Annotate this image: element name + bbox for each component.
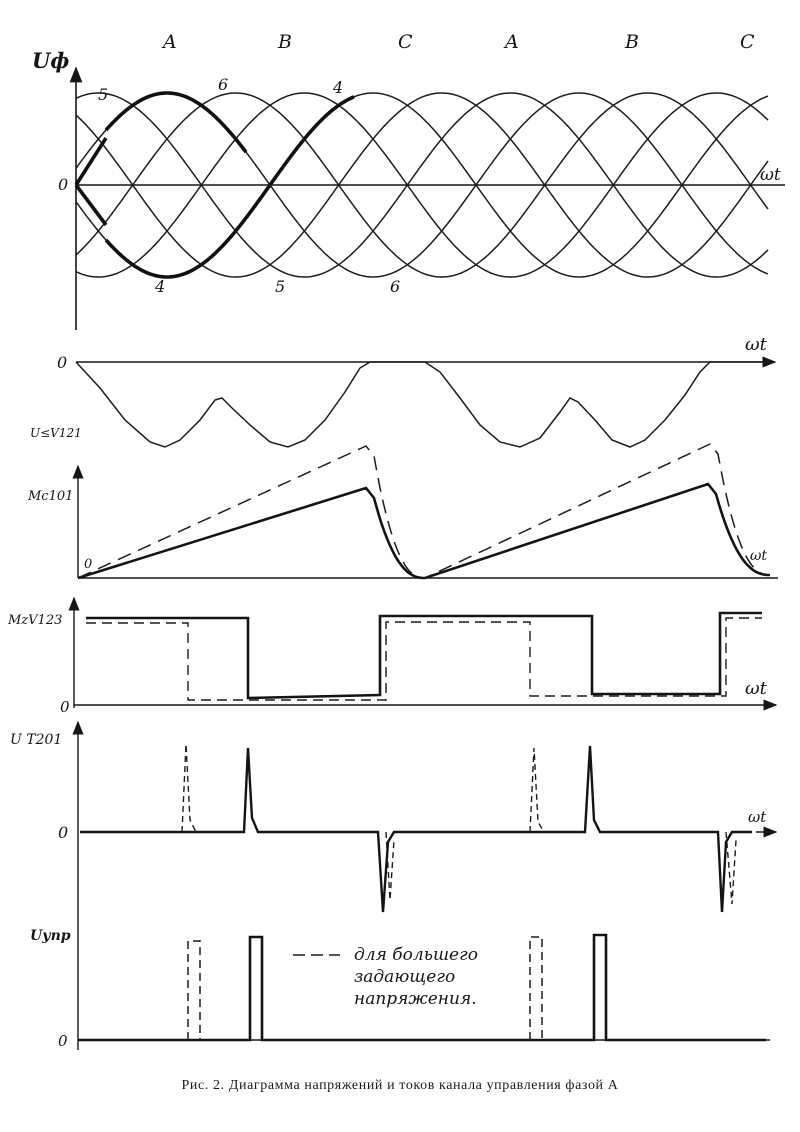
curve-number: 5 [275,277,285,296]
phase-panel-y-label: Uф [32,48,69,73]
square-wave-solid [86,611,762,700]
control-y-label: Uупр [30,928,71,944]
ramp-zero-label: 0 [84,557,92,572]
control-pulse-panel: для большего задающего напряжения. Uупр … [30,928,770,1050]
curve-number-labels: 5 6 4 4 5 6 [98,75,400,296]
rectified-zero-label: 0 [57,353,67,372]
spike-panel: U T201 0 ωt [10,720,778,1050]
ramp-y-label: Mc101 [27,489,73,504]
rectified-y-label: U≤V121 [30,426,82,440]
phase-panel-zero-label: 0 [58,175,68,194]
phase-curve-3 [75,92,769,278]
spike-signal-solid [80,745,752,913]
control-zero-label: 0 [58,1032,68,1050]
inverted-phase-curve-3 [75,92,769,278]
rectified-x-label: ωt [745,334,768,355]
curve-number: 5 [98,85,108,104]
ramp-x-label: ωt [750,548,767,564]
curve-number: 4 [332,78,343,97]
phase-label: C [740,31,755,53]
phase-panel-x-label: ωt [760,165,781,185]
square-x-label: ωt [745,678,768,699]
spike-x-label: ωt [748,808,767,826]
curve-number: 4 [154,277,165,296]
spike-zero-label: 0 [58,823,68,842]
phase-a-bold-top [104,91,248,154]
control-pulses-dashed [187,936,543,1040]
inverted-phase-curve-2 [75,92,769,278]
square-zero-label: 0 [60,698,70,716]
legend-line-3: напряжения. [354,989,477,1009]
square-y-label: MzV123 [7,613,62,628]
rectified-voltage-curve [75,361,770,448]
curve-number: 6 [218,75,228,94]
rectified-voltage-panel: 0 ωt U≤V121 [30,334,777,448]
spike-signal-dashed [181,743,737,905]
ramp-voltage-panel: Mc101 0 ωt [27,443,778,580]
square-wave-dashed [86,617,762,701]
phase-label: C [398,31,413,53]
phase-curve-2 [75,92,769,278]
square-wave-panel: MzV123 0 ωt [7,596,778,716]
control-pulses-solid [78,933,766,1042]
phase-a-bold-bottom [104,95,355,279]
figure-caption: Рис. 2. Диаграмма напряжений и токов кан… [181,1078,619,1093]
phase-label: B [277,31,292,53]
phase-label: B [624,31,639,53]
phase-a-bold-fall [74,183,108,227]
ramp-voltage-dashed [77,443,771,579]
phase-voltage-panel: Uф ωt 0 A B C A B C 5 6 4 4 5 6 [32,31,785,330]
phase-a-highlighted-curves [74,91,355,279]
spike-y-label: U T201 [10,732,62,748]
legend-line-2: задающего [354,967,455,987]
phase-a-bold-rise [74,137,108,186]
curve-number: 6 [390,277,400,296]
legend-line-1: для большего [354,945,478,965]
phase-label: A [161,31,177,53]
phase-label: A [503,31,519,53]
